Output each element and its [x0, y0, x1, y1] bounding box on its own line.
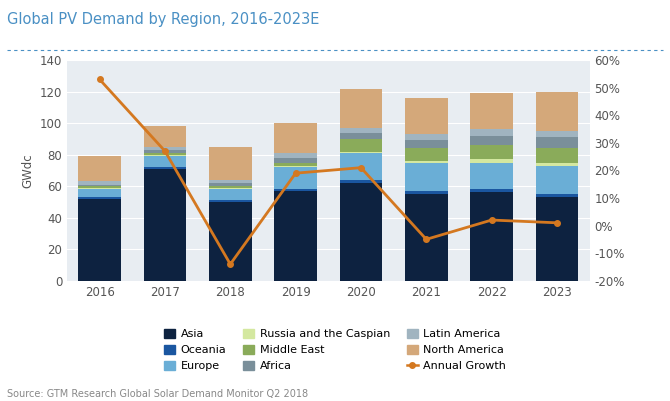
Bar — [340, 139, 382, 152]
Bar — [78, 186, 121, 188]
Bar — [275, 189, 317, 191]
Bar — [78, 156, 121, 181]
Text: Source: GTM Research Global Solar Demand Monitor Q2 2018: Source: GTM Research Global Solar Demand… — [7, 389, 308, 399]
Bar — [405, 191, 448, 194]
Bar — [405, 140, 448, 148]
Bar — [405, 98, 448, 134]
Bar — [209, 147, 251, 180]
Bar — [405, 148, 448, 161]
Bar — [275, 158, 317, 162]
Bar — [405, 194, 448, 281]
Bar — [470, 130, 513, 136]
Bar — [209, 202, 251, 281]
Bar — [536, 197, 578, 281]
Bar — [209, 189, 251, 200]
Bar — [78, 181, 121, 184]
Bar — [209, 183, 251, 186]
Bar — [144, 169, 186, 281]
Bar — [470, 162, 513, 189]
Bar — [470, 93, 513, 130]
Bar — [536, 166, 578, 194]
Bar — [209, 200, 251, 202]
Bar — [275, 153, 317, 158]
Bar — [340, 133, 382, 139]
Legend: Asia, Oceania, Europe, Russia and the Caspian, Middle East, Africa, Latin Americ: Asia, Oceania, Europe, Russia and the Ca… — [164, 329, 506, 371]
Bar — [405, 134, 448, 140]
Bar — [275, 166, 317, 167]
Bar — [78, 199, 121, 281]
Bar — [470, 159, 513, 162]
Bar — [275, 167, 317, 189]
Bar — [536, 92, 578, 131]
Bar — [275, 162, 317, 166]
Bar — [470, 145, 513, 159]
Bar — [340, 183, 382, 281]
Bar — [536, 194, 578, 197]
Bar — [144, 153, 186, 155]
Bar — [78, 188, 121, 189]
Bar — [405, 162, 448, 191]
Bar — [536, 131, 578, 137]
Bar — [144, 126, 186, 147]
Bar — [470, 136, 513, 145]
Bar — [536, 138, 578, 148]
Bar — [536, 162, 578, 166]
Bar — [209, 180, 251, 183]
Bar — [78, 184, 121, 186]
Bar — [144, 150, 186, 153]
Bar — [405, 161, 448, 162]
Bar — [470, 189, 513, 192]
Bar — [144, 155, 186, 156]
Bar — [340, 180, 382, 183]
Bar — [536, 148, 578, 162]
Bar — [78, 197, 121, 199]
Bar — [144, 156, 186, 167]
Bar — [209, 188, 251, 189]
Bar — [78, 189, 121, 197]
Y-axis label: GWdc: GWdc — [21, 153, 34, 188]
Bar — [340, 128, 382, 133]
Bar — [144, 167, 186, 169]
Bar — [340, 152, 382, 153]
Bar — [275, 123, 317, 153]
Bar — [209, 186, 251, 188]
Bar — [470, 192, 513, 281]
Text: Global PV Demand by Region, 2016-2023E: Global PV Demand by Region, 2016-2023E — [7, 12, 319, 27]
Bar — [144, 147, 186, 150]
Bar — [340, 89, 382, 128]
Bar — [275, 191, 317, 281]
Bar — [340, 153, 382, 180]
